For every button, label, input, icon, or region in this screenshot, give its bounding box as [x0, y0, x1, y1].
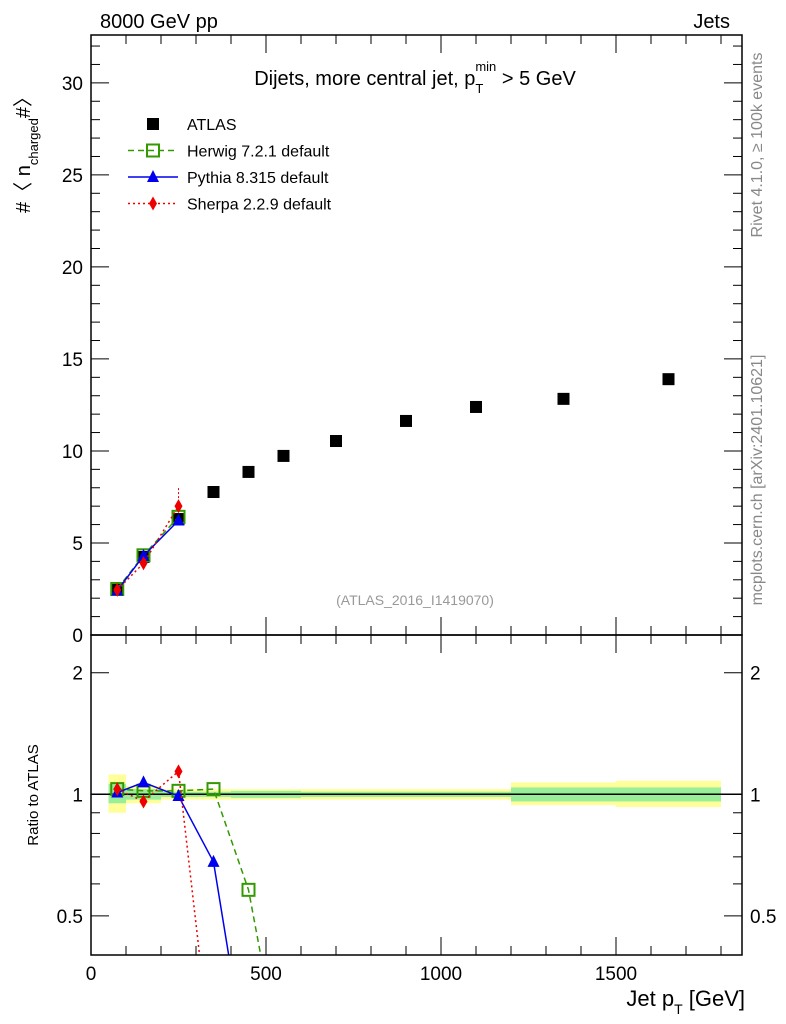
- legend-label: ATLAS: [187, 117, 237, 134]
- x-tick-label: 500: [250, 964, 282, 985]
- ratio-y-label: Ratio to ATLAS: [25, 744, 42, 845]
- header-left: 8000 GeV pp: [100, 11, 218, 33]
- y-tick-label: 15: [62, 350, 83, 371]
- y-axis-label: #〈 ncharged#〉: [13, 87, 41, 213]
- chart-title: Dijets, more central jet, pTmin > 5 GeV: [254, 59, 576, 96]
- ratio-y-tick-label: 1: [72, 785, 83, 806]
- ratio-line: [116, 781, 230, 955]
- y-tick-label: 30: [62, 74, 83, 95]
- legend-marker: [149, 196, 157, 211]
- ratio-frame: [90, 634, 743, 956]
- ratio-point: [113, 782, 122, 797]
- legend-label: Pythia 8.315 default: [187, 170, 329, 187]
- ratio-y-tick-label-right: 0.5: [750, 907, 776, 928]
- x-tick-label: 1500: [595, 964, 637, 985]
- ratio-line: [117, 788, 262, 955]
- y-tick-label: 20: [62, 258, 83, 279]
- ratio-point: [174, 764, 183, 779]
- y-tick-label: 25: [62, 166, 83, 187]
- data-point: [242, 465, 255, 478]
- ratio-series: [110, 764, 262, 955]
- data-point: [139, 556, 148, 571]
- data-point: [113, 582, 122, 597]
- data-point: [557, 392, 570, 405]
- legend-marker: [147, 170, 159, 182]
- data-point: [174, 499, 183, 514]
- data-point: [662, 373, 675, 386]
- legend-label: Herwig 7.2.1 default: [187, 144, 330, 161]
- x-tick-label: 1000: [420, 964, 462, 985]
- header-right: Jets: [693, 11, 730, 33]
- data-point: [330, 435, 342, 448]
- y-tick-label: 0: [72, 626, 83, 647]
- x-tick-label: 0: [86, 964, 97, 985]
- ratio-y-tick-label: 0.5: [57, 907, 83, 928]
- ratio-y-tick-label-right: 1: [750, 785, 761, 806]
- legend-marker: [146, 143, 160, 158]
- y-tick-label: 10: [62, 442, 83, 463]
- analysis-watermark: (ATLAS_2016_I1419070): [336, 592, 494, 608]
- ratio-y-tick-label-right: 2: [750, 664, 761, 685]
- y-tick-label: 5: [72, 534, 83, 555]
- data-point: [470, 400, 482, 413]
- data-point: [400, 414, 412, 427]
- legend-label: Sherpa 2.2.9 default: [187, 197, 332, 214]
- ratio-y-tick-label: 2: [72, 664, 83, 685]
- x-axis-label: Jet pT [GeV]: [626, 986, 745, 1017]
- data-point: [137, 548, 150, 561]
- mcplots-label: mcplots.cern.ch [arXiv:2401.10621]: [749, 355, 766, 606]
- ratio-point: [241, 882, 256, 897]
- rivet-label: Rivet 4.1.0, ≥ 100k events: [749, 53, 766, 238]
- main-series: [110, 373, 675, 597]
- data-point: [277, 449, 290, 462]
- ratio-point: [206, 782, 221, 797]
- data-point: [172, 513, 185, 526]
- legend-marker: [147, 118, 159, 130]
- ratio-point: [207, 854, 220, 867]
- ratio-point: [137, 775, 150, 788]
- ratio-point: [139, 794, 148, 809]
- ratio-point: [172, 789, 185, 802]
- data-point: [207, 485, 220, 498]
